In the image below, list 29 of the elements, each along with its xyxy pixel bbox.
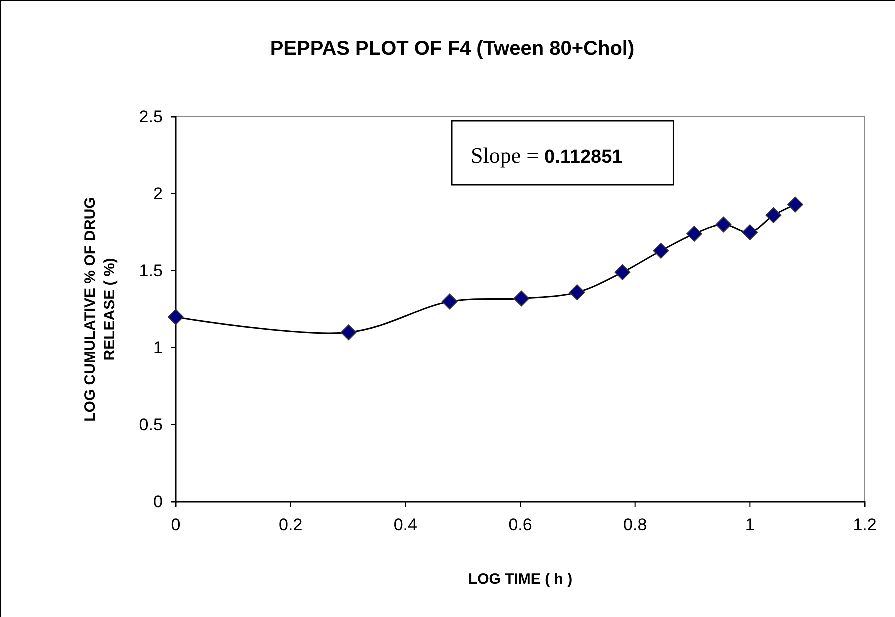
point <box>653 243 670 259</box>
x-tick-label: 1 <box>745 515 755 534</box>
y-tick-label: 1.5 <box>139 261 163 280</box>
y-tick-label: 2.5 <box>139 107 163 126</box>
x-axis-title: LOG TIME ( h ) <box>468 571 573 588</box>
annotation: Slope = 0.112851 <box>471 143 624 168</box>
x-tick-label: 1.2 <box>853 515 877 534</box>
x-tick-label: 0 <box>171 515 181 534</box>
x-tick-label: 0.2 <box>279 515 303 534</box>
point <box>569 284 586 300</box>
point <box>614 264 631 280</box>
point <box>442 294 458 310</box>
y-tick-label: 1 <box>153 338 163 358</box>
point <box>716 216 732 233</box>
x-tick-label: 0.4 <box>394 515 418 534</box>
point <box>766 208 782 224</box>
point <box>686 226 702 242</box>
chart-title: PEPPAS PLOT OF F4 (Tween 80+Chol) <box>270 38 635 60</box>
point <box>742 224 758 240</box>
y-axis-title: LOG CUMULATIVE % OF DRUG RELEASE ( %) <box>82 197 118 422</box>
point <box>788 196 804 213</box>
y-tick-label: 0.5 <box>139 415 163 434</box>
y-tick-label: 2 <box>153 184 163 204</box>
y-tick-label: 0 <box>153 492 163 512</box>
point <box>514 290 530 307</box>
x-tick-label: 0.8 <box>624 515 648 534</box>
x-tick-label: 0.6 <box>508 515 532 534</box>
point <box>168 309 184 326</box>
point <box>340 324 357 341</box>
